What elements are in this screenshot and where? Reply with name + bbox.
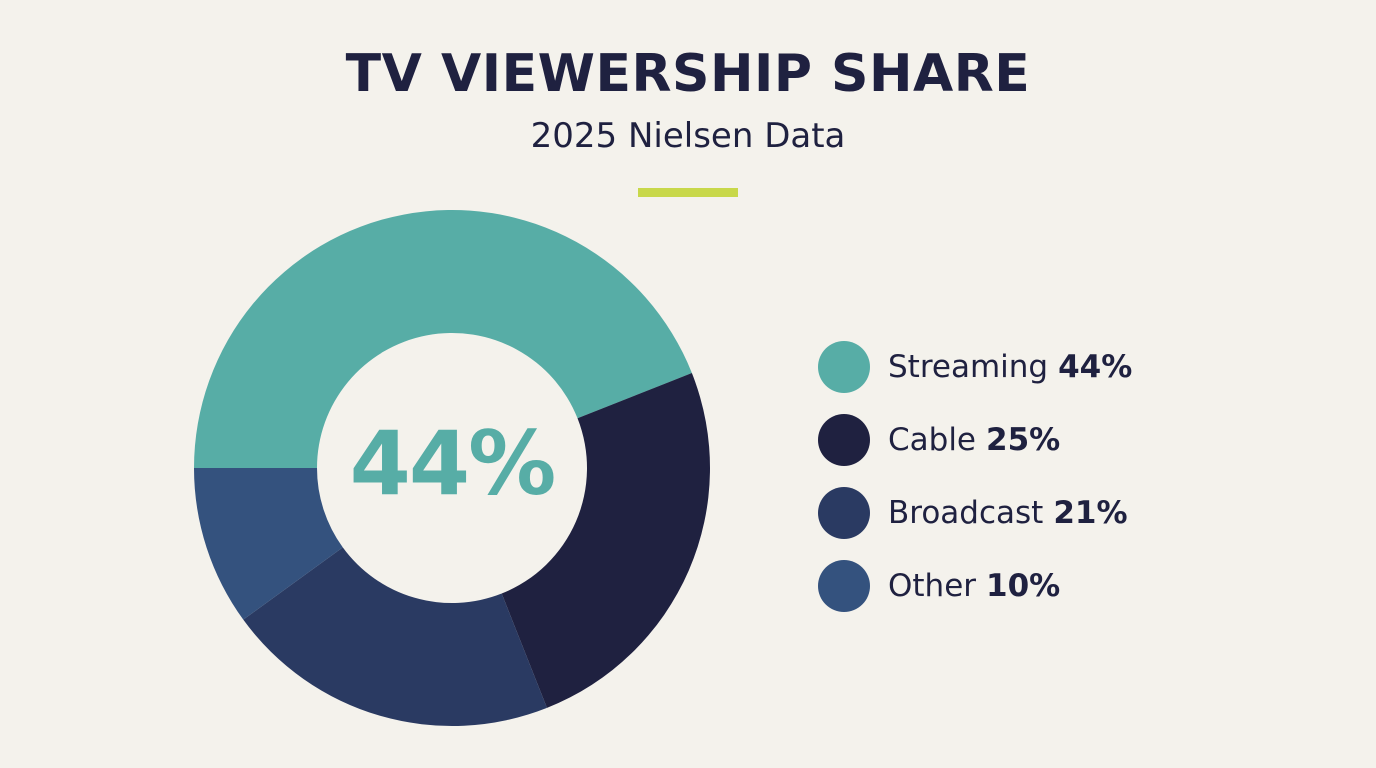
donut-slice-streaming <box>194 209 692 468</box>
legend: Streaming 44% Cable 25% Broadcast 21% Ot… <box>818 330 1132 622</box>
legend-value: 21% <box>1053 494 1128 531</box>
legend-item-cable: Cable 25% <box>818 403 1132 476</box>
legend-item-streaming: Streaming 44% <box>818 330 1132 403</box>
broadcast-swatch-icon <box>818 486 870 539</box>
donut-center-label: 44% <box>349 412 557 515</box>
legend-label: Broadcast <box>888 494 1044 531</box>
legend-item-other: Other 10% <box>818 549 1132 622</box>
donut-slice-cable <box>501 373 710 708</box>
donut-slice-other <box>194 468 343 620</box>
legend-label: Streaming <box>888 348 1049 385</box>
chart-subtitle: 2025 Nielsen Data <box>530 116 846 156</box>
legend-value: 25% <box>986 421 1061 458</box>
legend-label: Cable <box>888 421 977 458</box>
cable-swatch-icon <box>818 413 870 466</box>
legend-value: 10% <box>986 567 1061 604</box>
streaming-swatch-icon <box>818 340 870 393</box>
chart-title: TV VIEWERSHIP SHARE <box>345 44 1031 104</box>
legend-label: Other <box>888 567 977 604</box>
legend-item-broadcast: Broadcast 21% <box>818 476 1132 549</box>
donut-slice-broadcast <box>243 547 547 727</box>
accent-divider <box>638 188 738 197</box>
legend-value: 44% <box>1058 348 1133 385</box>
other-swatch-icon <box>818 559 870 612</box>
